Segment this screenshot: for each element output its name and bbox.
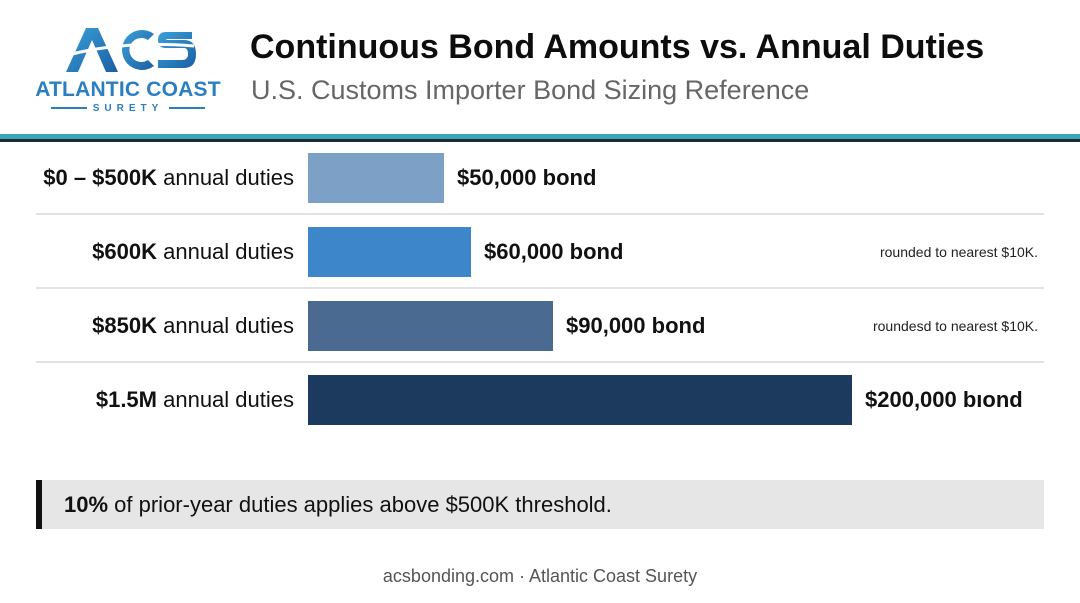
category-label-bold: $850K bbox=[92, 313, 157, 338]
logo-mark-icon bbox=[63, 28, 196, 72]
category-label-rest: annual duties bbox=[157, 239, 294, 264]
category-label: $1.5M annual duties bbox=[96, 375, 294, 425]
chart-row: $600K annual duties $60,000 bond rounded t… bbox=[36, 215, 1044, 289]
category-label-bold: $1.5M bbox=[95, 387, 157, 412]
rounding-note: roundesd to nearest $10K. bbox=[872, 318, 1038, 334]
footer-credit: acsbonding.com · Atlantic Coast Surety bbox=[382, 566, 698, 586]
bond-bar bbox=[308, 153, 444, 203]
header: ATLANTIC COAST SURETY Continuous Bond Am… bbox=[0, 0, 1080, 134]
category-label: $600K annual duties bbox=[92, 227, 294, 277]
threshold-callout: 10% of prior-year duties applies above $… bbox=[36, 480, 1044, 529]
chart-row: $1.5M annual duties $200,000 bıond bbox=[36, 363, 1044, 437]
bond-bar-chart: $0 – $500K annual duties $50,000 bond $600… bbox=[0, 142, 1080, 472]
bond-bar bbox=[308, 375, 852, 425]
bond-bar bbox=[308, 301, 553, 351]
logo-name: ATLANTIC COAST bbox=[35, 78, 221, 101]
category-label: $850K annual duties bbox=[92, 301, 294, 351]
company-logo: ATLANTIC COAST SURETY bbox=[30, 22, 230, 118]
chart-row: $850K annual duties $90,000 bond roundesd … bbox=[36, 289, 1044, 363]
bond-bar bbox=[308, 227, 471, 277]
bond-value-label: $60,000 bond bbox=[484, 239, 624, 264]
category-label-rest: annual duties bbox=[157, 387, 294, 412]
header-rule bbox=[0, 139, 1080, 142]
rounding-note: rounded to nearest $10K. bbox=[879, 244, 1038, 260]
page-subtitle: U.S. Customs Importer Bond Sizing Refere… bbox=[251, 75, 810, 105]
header-rule-accent bbox=[0, 134, 1080, 139]
category-label-rest: annual duties bbox=[157, 313, 294, 338]
bond-value-label: $90,000 bond bbox=[566, 313, 706, 338]
row-divider bbox=[36, 213, 1044, 215]
row-divider bbox=[36, 287, 1044, 289]
bond-value-label: $50,000 bond bbox=[457, 165, 597, 190]
callout-bold: 10% bbox=[64, 492, 109, 517]
category-label-rest: annual duties bbox=[157, 165, 294, 190]
callout-text: 10% of prior-year duties applies above $… bbox=[64, 480, 612, 529]
chart-row: $0 – $500K annual duties $50,000 bond bbox=[36, 141, 1044, 215]
row-divider bbox=[36, 361, 1044, 363]
category-label-bold: $600K bbox=[92, 239, 157, 264]
category-label-bold: $0 – $500K bbox=[43, 165, 157, 190]
logo-subtitle: SURETY bbox=[30, 103, 226, 114]
callout-rest: of prior-year duties applies above $500K… bbox=[108, 492, 612, 517]
category-label: $0 – $500K annual duties bbox=[43, 153, 294, 203]
callout-accent-bar bbox=[36, 480, 42, 529]
bond-value-label: $200,000 bıond bbox=[865, 387, 1023, 412]
page-title: Continuous Bond Amounts vs. Annual Dutie… bbox=[250, 28, 985, 66]
